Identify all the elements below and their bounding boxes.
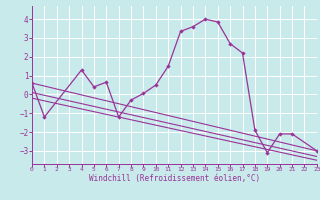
X-axis label: Windchill (Refroidissement éolien,°C): Windchill (Refroidissement éolien,°C) [89,174,260,183]
